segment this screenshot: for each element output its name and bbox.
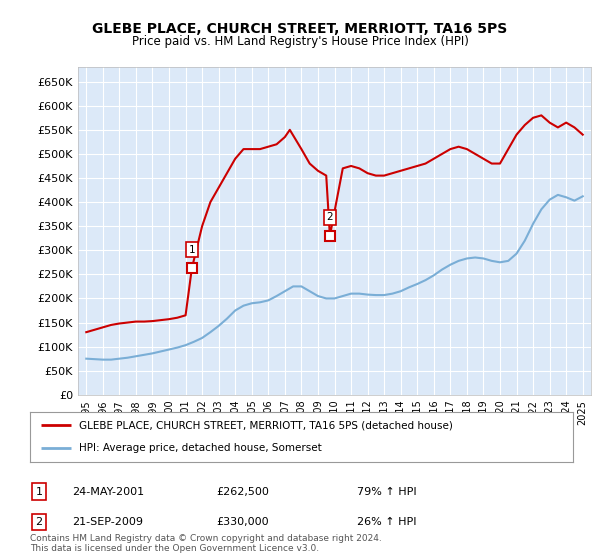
Text: Price paid vs. HM Land Registry's House Price Index (HPI): Price paid vs. HM Land Registry's House … (131, 35, 469, 48)
Text: 24-MAY-2001: 24-MAY-2001 (72, 487, 144, 497)
Text: 2: 2 (326, 212, 333, 222)
Text: GLEBE PLACE, CHURCH STREET, MERRIOTT, TA16 5PS (detached house): GLEBE PLACE, CHURCH STREET, MERRIOTT, TA… (79, 420, 453, 430)
Text: 1: 1 (188, 245, 195, 255)
Text: 2: 2 (35, 517, 43, 527)
Text: HPI: Average price, detached house, Somerset: HPI: Average price, detached house, Some… (79, 444, 322, 454)
Text: £330,000: £330,000 (216, 517, 269, 527)
Text: 1: 1 (35, 487, 43, 497)
Text: GLEBE PLACE, CHURCH STREET, MERRIOTT, TA16 5PS: GLEBE PLACE, CHURCH STREET, MERRIOTT, TA… (92, 22, 508, 36)
Text: 79% ↑ HPI: 79% ↑ HPI (357, 487, 416, 497)
Text: 26% ↑ HPI: 26% ↑ HPI (357, 517, 416, 527)
Text: 21-SEP-2009: 21-SEP-2009 (72, 517, 143, 527)
Text: £262,500: £262,500 (216, 487, 269, 497)
Text: Contains HM Land Registry data © Crown copyright and database right 2024.
This d: Contains HM Land Registry data © Crown c… (30, 534, 382, 553)
